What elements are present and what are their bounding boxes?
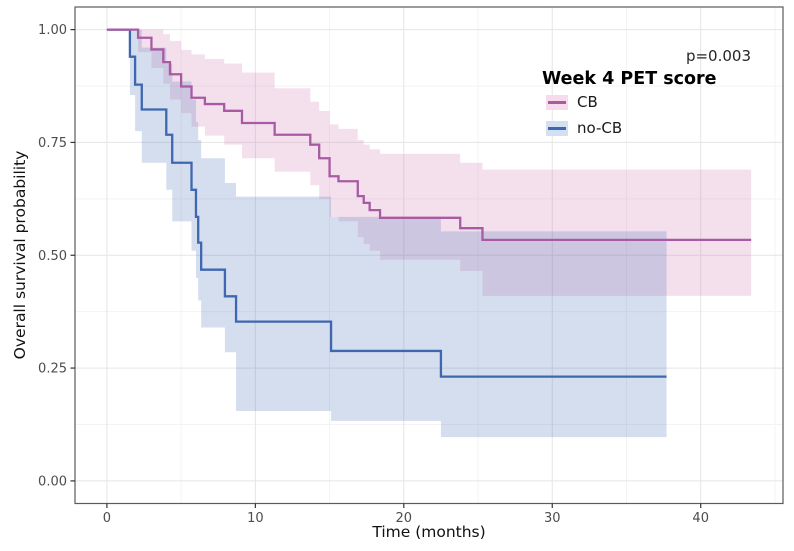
x-axis-title: Time (months) <box>372 523 486 541</box>
nocb-key-line-icon <box>548 126 566 130</box>
y-axis-title: Overall survival probability <box>11 150 29 360</box>
x-tick-label: 10 <box>247 511 264 526</box>
legend-item-nocb: no-CB <box>546 115 717 141</box>
nocb-legend-key-icon <box>546 120 568 136</box>
cb-key-line-icon <box>548 100 566 104</box>
x-tick-label: 20 <box>396 511 413 526</box>
legend-item-cb: CB <box>546 89 717 115</box>
confidence-band-nocb <box>129 29 667 438</box>
survival-curve-cb <box>106 28 752 242</box>
legend-item-cb-label: CB <box>577 93 598 111</box>
y-tick-label: 0.00 <box>38 474 67 489</box>
cb-legend-key-icon <box>546 94 568 110</box>
survival-curve-nocb <box>106 28 667 378</box>
y-tick-label: 0.75 <box>38 136 67 151</box>
legend-title: Week 4 PET score <box>542 69 717 89</box>
x-tick-label: 30 <box>544 511 561 526</box>
p-value-annotation: p=0.003 <box>685 47 751 65</box>
legend: Week 4 PET score CB no-CB <box>542 69 717 141</box>
y-tick-label: 0.50 <box>38 249 67 264</box>
legend-item-nocb-label: no-CB <box>577 119 623 137</box>
y-tick-label: 1.00 <box>38 23 67 38</box>
y-tick-label: 0.25 <box>38 362 67 377</box>
x-tick-label: 0 <box>103 511 111 526</box>
confidence-band-cb <box>138 29 752 296</box>
x-tick-label: 40 <box>692 511 709 526</box>
